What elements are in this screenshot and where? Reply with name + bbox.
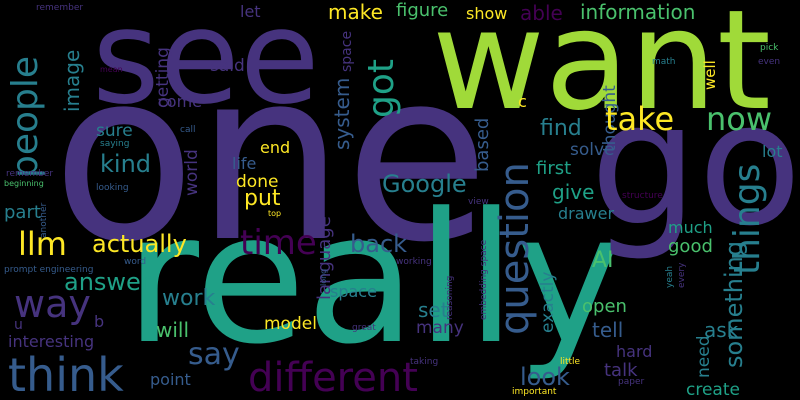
word-yeah: yeah [665,265,675,288]
word-c: c [518,92,527,111]
word-mean: mean [100,65,123,74]
word-go: go [590,66,800,264]
word-different: different [248,355,418,400]
word-say: say [188,337,240,372]
word-great: great [352,323,376,333]
word-sure: sure [96,121,133,141]
word-look: look [520,363,570,391]
word-long: long [319,268,328,286]
word-back: back [350,230,408,258]
word-first: first [536,158,572,179]
word-create: create [686,380,740,400]
word-prompt-engineering: prompt engineering [4,265,94,275]
word-space: space [339,30,355,72]
word-structure: structure [622,191,663,201]
word-one: one [52,21,490,294]
word-Google: Google [382,170,467,198]
word-based: based [472,117,493,172]
word-answer: answer [64,268,151,296]
word-show: show [466,4,508,23]
word-part: part [4,202,41,223]
word-got: got [361,59,402,118]
word-work: work [162,286,216,311]
word-give: give [552,180,595,204]
word-remember-2: remember [6,169,54,179]
word-see: see [92,0,320,133]
word-put: put [244,186,281,211]
word-actually: actually [92,230,187,258]
word-u: u [14,317,23,333]
word-pick: pick [760,43,779,53]
word-b: b [94,312,105,331]
word-exactly: exactly [538,271,558,333]
word-AI: AI [592,248,614,273]
word-space2: space [330,282,377,301]
word-come: come [158,92,203,111]
word-done: done [236,172,279,192]
word-taking: taking [410,357,439,367]
word-let: let [240,2,261,21]
word-solve: solve [570,140,615,160]
word-image: image [60,49,84,112]
word-even: even [758,57,781,67]
word-call: call [180,125,196,135]
word-set: set [418,298,449,322]
word-kind: kind [100,150,152,178]
word-end: end [260,138,291,157]
word-remember: remember [36,3,84,13]
word-looking: looking [96,183,129,193]
word-really: really [125,175,623,384]
word-find: find [540,116,582,141]
word-question: question [492,162,538,335]
word-ask: ask [704,318,739,342]
word-system: system [330,77,354,150]
word-life: life [232,154,257,173]
word-make: make [328,0,383,24]
word-every: every [677,262,687,288]
word-tell: tell [592,318,624,342]
word-information: information [580,0,696,24]
word-interesting: interesting [8,332,95,351]
word-well: well [701,60,719,90]
word-now: now [706,100,773,138]
word-think: think [8,348,124,400]
word-open: open [582,296,627,317]
word-will: will [156,318,190,342]
word-able: able [520,1,563,25]
word-embedding-space: embedding space [479,239,489,320]
word-said: said [210,56,245,76]
word-talk: talk [604,360,638,381]
word-beginning: beginning [4,179,44,188]
word-point: point [150,370,191,389]
word-view: view [468,197,489,207]
word-figure: figure [396,0,449,21]
word-something: something [720,240,748,368]
word-little: little [560,357,581,367]
word-paper: paper [618,377,645,387]
word-word: word [124,257,147,267]
word-world: world [182,149,202,196]
word-people: people [5,55,46,178]
word-hard: hard [616,342,653,361]
word-drawer: drawer [558,204,615,223]
word-lot: lot [762,142,783,161]
word-top: top [268,209,282,218]
word-much: much [668,218,713,237]
word-important: important [512,387,557,397]
word-llm: llm [18,225,67,263]
word-saying: saying [100,139,130,149]
word-model: model [264,314,317,334]
word-good: good [668,236,713,257]
word-many: many [416,318,464,338]
word-take: take [605,100,675,138]
word-math: math [652,57,676,67]
word-time: time [240,223,317,263]
word-working: working [396,257,432,267]
word-want: want [432,0,772,141]
word-way: way [14,282,91,326]
